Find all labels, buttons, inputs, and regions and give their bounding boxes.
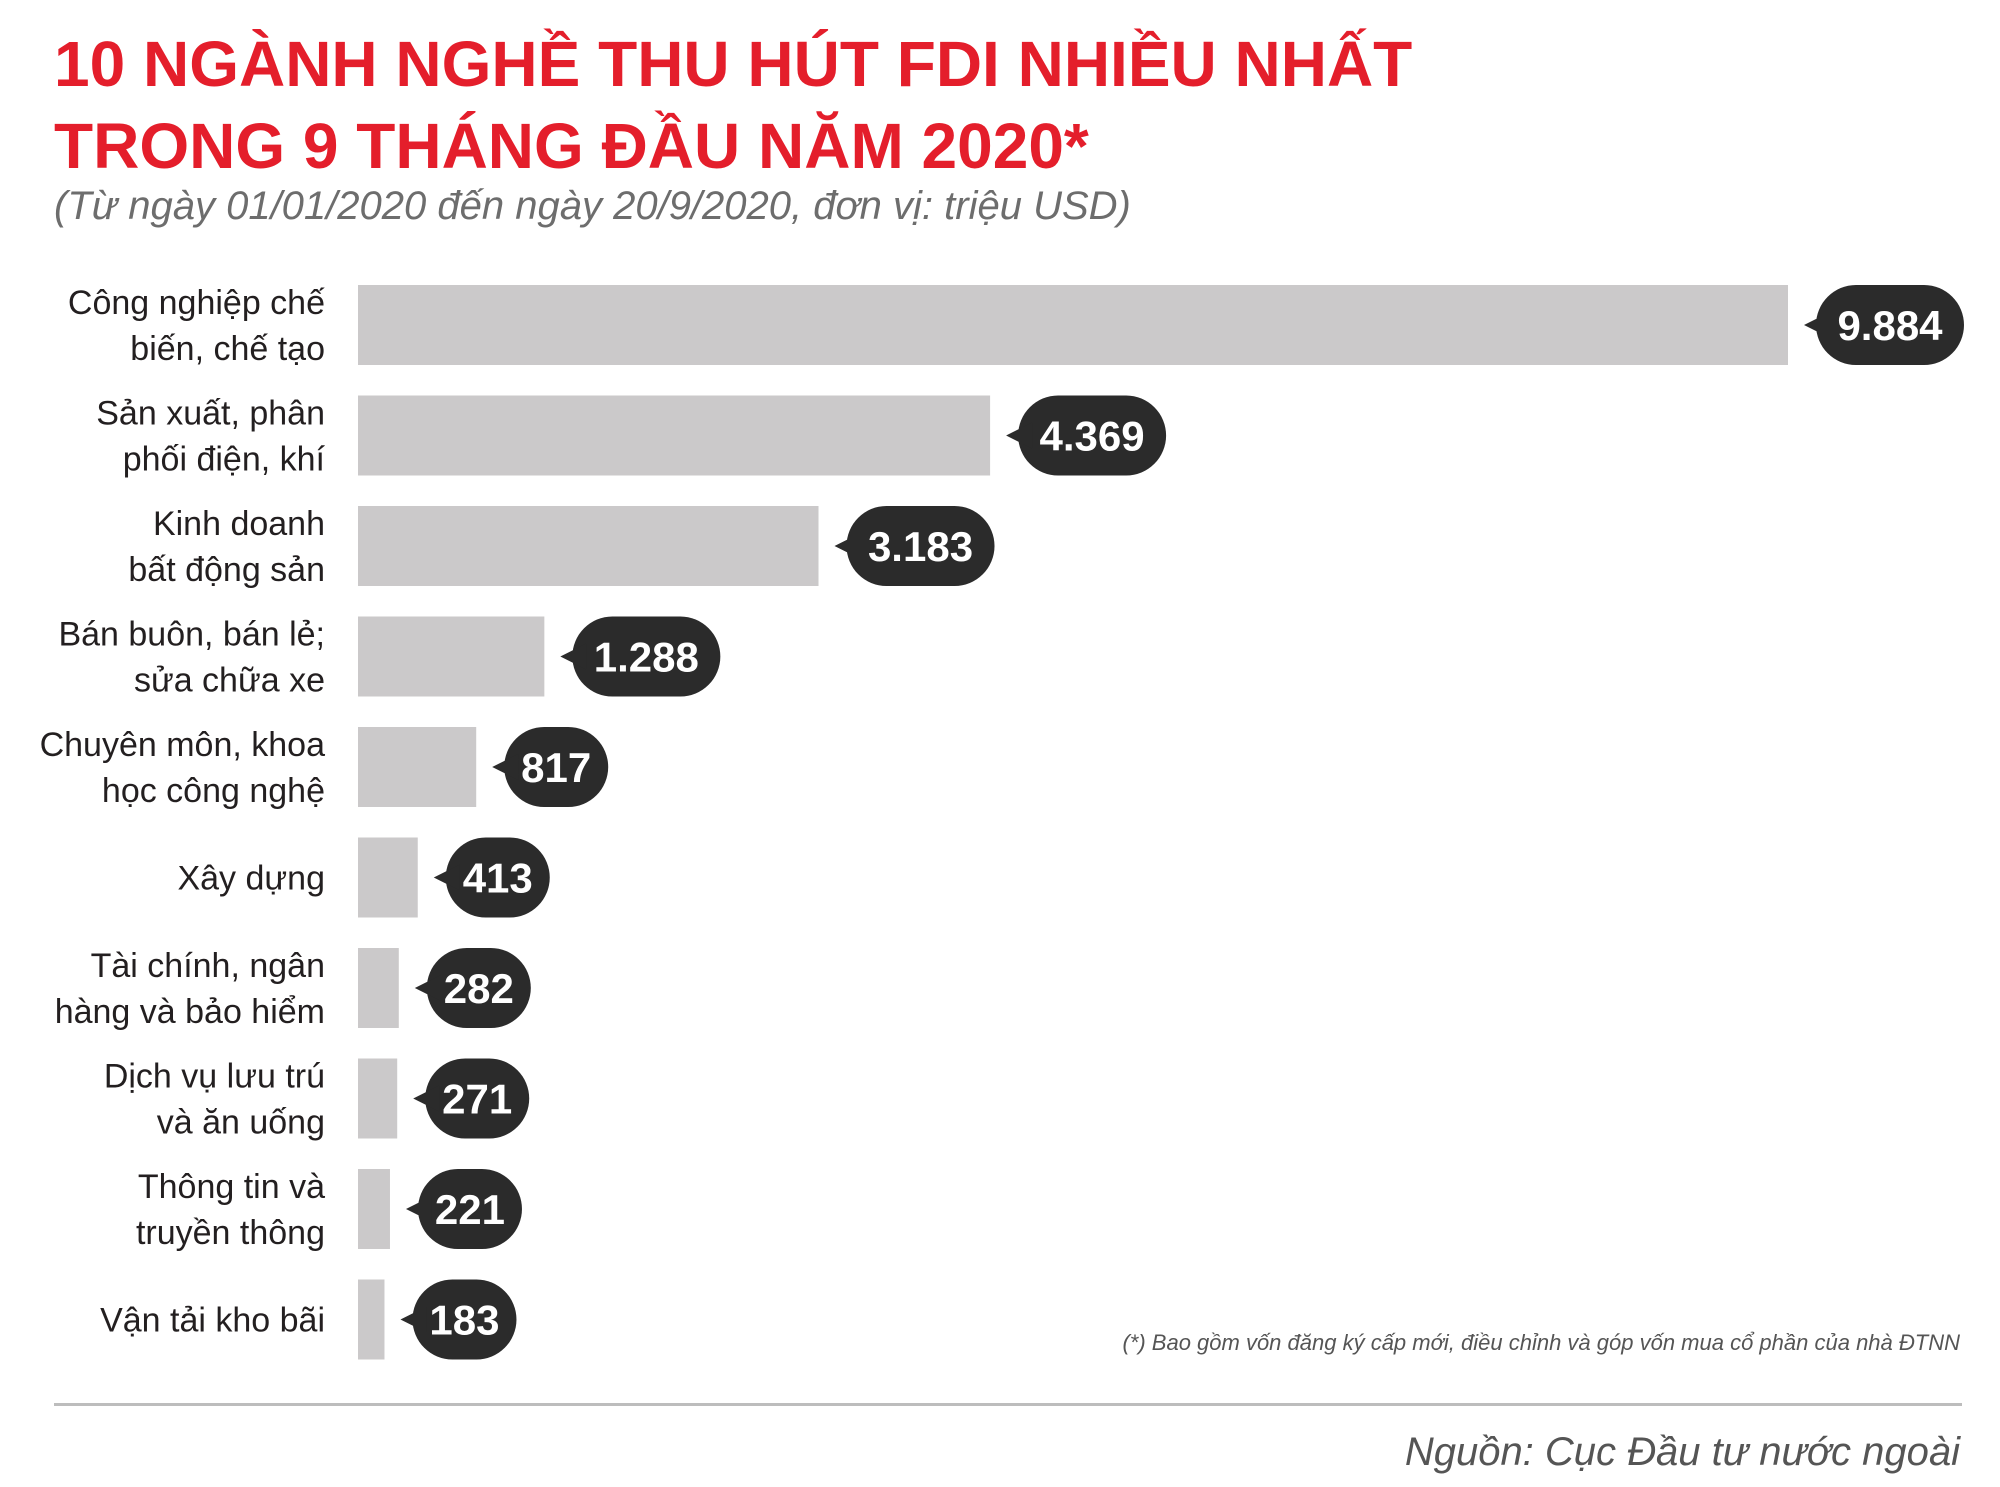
value-label: 183 [429,1297,499,1344]
page-title-line-2: TRONG 9 THÁNG ĐẦU NĂM 2020* [54,110,1089,182]
category-label: Chuyên môn, khoa học công nghệ [40,726,325,810]
bar [358,616,545,697]
value-callout [445,837,550,918]
callout-pointer [433,864,460,891]
value-callout [572,616,721,697]
category-label: Dịch vụ lưu trú và ăn uống [104,1058,325,1142]
value-label: 271 [442,1076,512,1123]
bar [358,395,991,476]
page-title-line-1: 10 NGÀNH NGHỀ THU HÚT FDI NHIỀU NHẤT [54,28,1413,100]
category-label: Vận tải kho bãi [100,1302,325,1340]
value-callout [412,1279,517,1360]
callout-pointer [400,1306,427,1333]
value-label: 413 [463,855,533,902]
category-label: Tài chính, ngân hàng và bảo hiểm [55,947,325,1031]
source-note: Nguồn: Cục Đầu tư nước ngoài [1404,1430,1960,1474]
callout-pointer [405,1196,432,1222]
value-callout [504,727,609,807]
value-callout [1018,395,1167,476]
value-label: 282 [444,965,514,1012]
value-label: 817 [521,744,591,791]
category-label: Xây dựng [177,860,325,898]
value-callout [426,948,531,1028]
bar [358,837,418,918]
value-callout [846,506,995,586]
category-label: Bán buôn, bán lẻ; sửa chữa xe [58,616,325,700]
value-label: 9.884 [1837,302,1943,349]
value-label: 1.288 [594,634,699,681]
bar [358,506,819,586]
bar [358,727,477,807]
value-callout [417,1169,522,1249]
callout-pointer [492,754,519,780]
callout-pointer [834,533,861,559]
callout-pointer [1006,422,1033,449]
value-label: 4.369 [1040,413,1145,460]
bar [358,1279,385,1360]
footnote: (*) Bao gồm vốn đăng ký cấp mới, điều ch… [1122,1330,1960,1355]
category-label: Công nghiệp chế biến, chế tạo [68,284,325,368]
category-label: Kinh doanh bất động sản [128,505,325,589]
chart-subtitle: (Từ ngày 01/01/2020 đến ngày 20/9/2020, … [54,184,1131,228]
callout-pointer [413,1085,440,1112]
callout-pointer [1804,312,1830,338]
bar [358,285,1788,365]
bar [358,1169,390,1249]
category-label: Sản xuất, phân phối điện, khí [96,395,325,479]
bar [358,1058,398,1139]
value-callout [1816,285,1964,365]
callout-pointer [560,643,587,670]
value-label: 3.183 [868,523,973,570]
bar-chart: Công nghiệp chế biến, chế tạo 9.884 Sản xuấ… [40,284,1964,1360]
category-label: Thông tin và truyền thông [136,1168,325,1252]
divider [54,1403,1962,1406]
bar [358,948,399,1028]
value-label: 221 [435,1186,505,1233]
value-callout [425,1058,530,1139]
callout-pointer [414,975,441,1001]
